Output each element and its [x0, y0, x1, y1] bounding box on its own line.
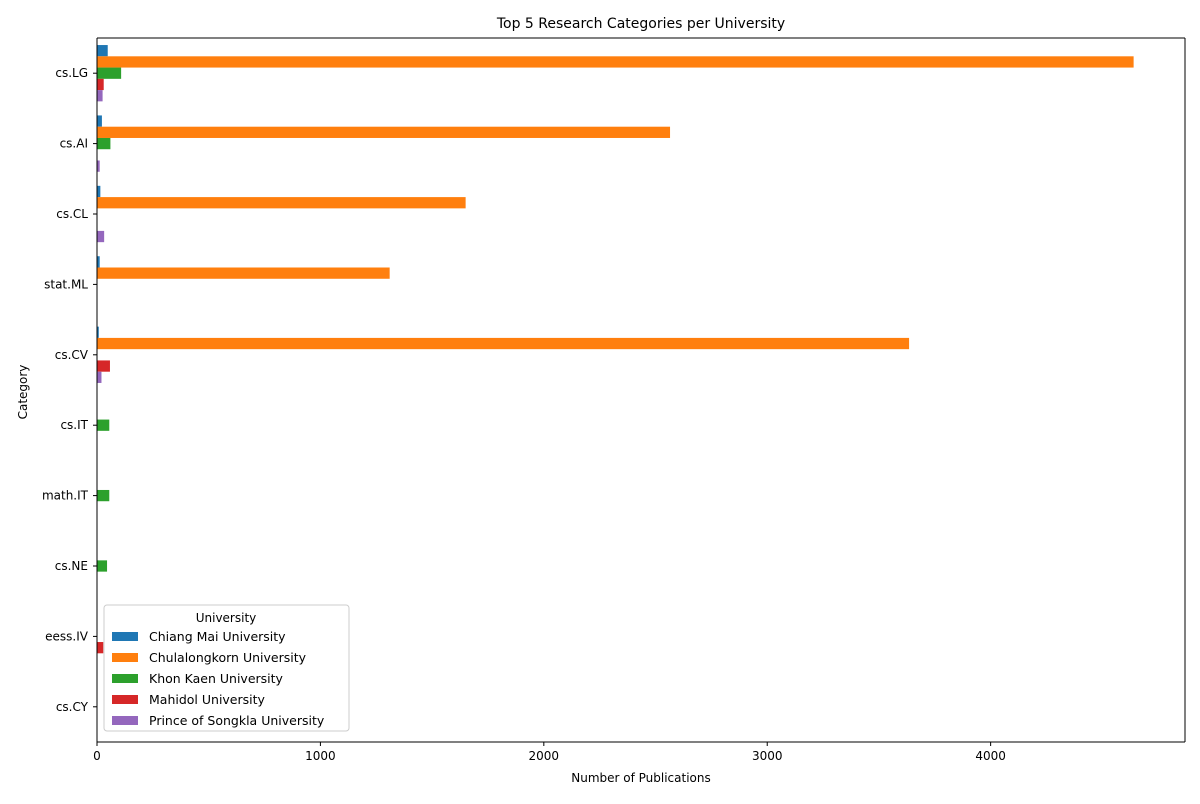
y-tick-label: cs.NE — [55, 559, 88, 573]
bar — [97, 126, 671, 138]
legend-swatch — [112, 716, 138, 725]
bar — [97, 160, 100, 172]
y-tick-label: stat.ML — [44, 277, 88, 291]
bar — [97, 419, 110, 431]
bar — [97, 185, 101, 198]
y-tick-label: cs.CY — [56, 700, 89, 714]
plot-area — [96, 37, 1186, 743]
bar — [97, 360, 110, 372]
x-tick-label: 4000 — [975, 749, 1006, 763]
x-tick-label: 0 — [93, 749, 101, 763]
y-axis: cs.LG cs.AI cs.CL stat.ML cs.CV cs.IT math.IT c… — [42, 66, 97, 714]
legend-label: Khon Kaen University — [149, 671, 284, 686]
legend-swatch — [112, 632, 138, 641]
bar — [97, 371, 102, 383]
bar — [97, 45, 108, 57]
x-tick-label: 1000 — [305, 749, 336, 763]
y-axis-label: Category — [16, 365, 30, 420]
x-tick-label: 2000 — [529, 749, 560, 763]
x-axis-label: Number of Publications — [571, 771, 711, 785]
bar — [97, 67, 122, 79]
x-tick-label: 3000 — [752, 749, 783, 763]
x-axis: 0 1000 2000 3000 4000 — [93, 742, 1006, 763]
bar — [97, 337, 910, 350]
legend-label: Chiang Mai University — [149, 629, 286, 644]
legend-title: University — [196, 611, 257, 625]
bar — [97, 137, 111, 150]
bar — [97, 560, 108, 572]
legend-frame — [103, 604, 350, 732]
legend-items: Chiang Mai University Chulalongkorn Unive… — [112, 629, 325, 728]
legend-swatch — [112, 674, 138, 683]
legend-label: Prince of Songkla University — [149, 713, 325, 728]
legend-swatch — [112, 695, 138, 704]
legend: University Chiang Mai University Chulalon… — [103, 604, 350, 732]
y-tick-label: cs.IT — [60, 418, 88, 432]
y-tick-label: cs.CV — [55, 348, 89, 362]
bar — [97, 256, 100, 268]
bar — [97, 197, 466, 209]
bar — [97, 230, 105, 243]
bar — [97, 489, 110, 502]
y-tick-label: eess.IV — [45, 629, 89, 643]
y-tick-label: math.IT — [42, 489, 89, 503]
bar — [97, 326, 99, 338]
legend-label: Chulalongkorn University — [149, 650, 307, 665]
bar — [97, 78, 104, 91]
bar — [97, 56, 1134, 68]
bar — [97, 115, 102, 127]
legend-swatch — [112, 653, 138, 662]
y-tick-label: cs.LG — [55, 66, 88, 80]
bar — [97, 267, 390, 279]
legend-label: Mahidol University — [149, 692, 266, 707]
bar — [97, 642, 104, 654]
chart-title: Top 5 Research Categories per University — [496, 16, 785, 32]
y-tick-label: cs.AI — [60, 137, 88, 151]
bar — [97, 90, 103, 102]
y-tick-label: cs.CL — [56, 207, 88, 221]
